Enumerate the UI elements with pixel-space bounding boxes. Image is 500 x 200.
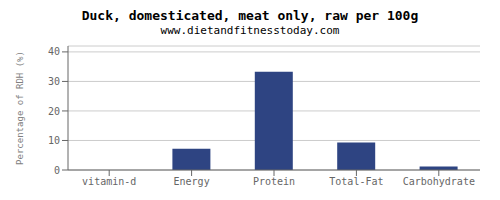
svg-text:Protein: Protein [253, 176, 295, 187]
svg-text:0: 0 [54, 165, 60, 176]
svg-text:10: 10 [48, 135, 60, 146]
svg-text:Total-Fat: Total-Fat [329, 176, 383, 187]
svg-text:Percentage of RDH (%): Percentage of RDH (%) [15, 51, 25, 165]
svg-text:20: 20 [48, 106, 60, 117]
svg-text:Carbohydrate: Carbohydrate [403, 176, 475, 187]
svg-text:vitamin-d: vitamin-d [82, 176, 136, 187]
html-text:Duck, domesticated, meat only,: Duck, domesticated, meat only, raw per 1… [81, 8, 419, 23]
html-text:www.dietandfitnesstoday.com: www.dietandfitnesstoday.com [160, 24, 340, 37]
svg-text:40: 40 [48, 46, 60, 57]
svg-text:30: 30 [48, 76, 60, 87]
svg-text:Energy: Energy [174, 176, 210, 187]
